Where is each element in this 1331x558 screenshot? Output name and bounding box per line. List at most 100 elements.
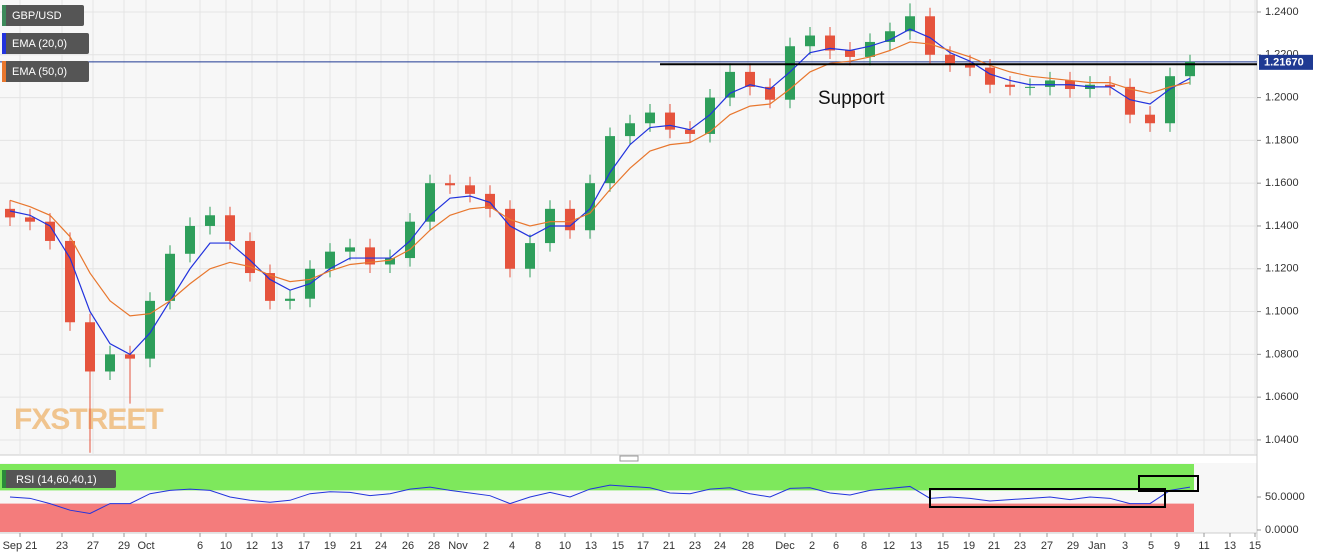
x-tick-label: 3 [1122, 540, 1128, 552]
candle-body [905, 16, 915, 32]
x-tick-label: 5 [1148, 540, 1154, 552]
rsi-y-tick-label: 50.0000 [1265, 491, 1305, 503]
x-tick-label: 8 [535, 540, 541, 552]
x-tick-label: 27 [87, 540, 99, 552]
x-tick-label: 4 [509, 540, 515, 552]
x-tick-label: 23 [689, 540, 701, 552]
legend-label: EMA (20,0) [12, 38, 67, 50]
y-tick-label: 1.1600 [1265, 177, 1299, 189]
x-tick-label: 19 [963, 540, 975, 552]
candle-body [965, 63, 975, 68]
legend-bg [2, 61, 89, 82]
panel-resize-handle[interactable] [619, 455, 639, 462]
x-tick-label: 24 [375, 540, 387, 552]
candle-body [605, 136, 615, 184]
x-tick-label: Nov [448, 540, 468, 552]
candle-body [125, 354, 135, 359]
candle-body [665, 112, 675, 130]
candle-body [825, 35, 835, 51]
x-tick-label: 10 [559, 540, 571, 552]
candle-body [325, 251, 335, 269]
x-tick-label: 28 [742, 540, 754, 552]
candle-body [645, 112, 655, 124]
rsi-label-swatch [2, 470, 6, 488]
candle-body [245, 240, 255, 274]
x-tick-label: 29 [118, 540, 130, 552]
x-tick-label: 17 [637, 540, 649, 552]
x-tick-label: Sep 21 [3, 540, 38, 552]
candle-body [1025, 86, 1035, 88]
candle-body [5, 208, 15, 218]
x-tick-label: 26 [402, 540, 414, 552]
rsi-y-tick-label: 0.0000 [1265, 524, 1299, 536]
x-tick-label: 6 [833, 540, 839, 552]
candle-body [385, 258, 395, 265]
x-tick-label: 17 [298, 540, 310, 552]
y-tick-label: 1.0600 [1265, 391, 1299, 403]
x-tick-label: 10 [220, 540, 232, 552]
rsi-line [9, 484, 1191, 515]
y-tick-label: 1.0400 [1265, 434, 1299, 446]
candle-body [685, 129, 695, 134]
candle-body [945, 54, 955, 64]
y-tick-label: 1.1000 [1265, 305, 1299, 317]
x-tick-label: 23 [56, 540, 68, 552]
x-tick-label: 13 [585, 540, 597, 552]
candle-body [565, 208, 575, 231]
candle-body [1125, 86, 1135, 115]
candle-body [485, 193, 495, 209]
ema-line [9, 28, 1191, 356]
legend-bg [2, 33, 89, 54]
candle-body [885, 31, 895, 42]
x-tick-label: 19 [324, 540, 336, 552]
x-tick-label: Oct [137, 540, 154, 552]
y-tick-label: 1.1200 [1265, 263, 1299, 275]
rsi-lower-zone [0, 503, 1194, 532]
legend-label: EMA (50,0) [12, 66, 67, 78]
x-tick-label: Jan [1088, 540, 1106, 552]
candle-body [365, 247, 375, 265]
legend-label: GBP/USD [12, 10, 62, 22]
y-tick-label: 1.2400 [1265, 6, 1299, 18]
candle-body [1005, 84, 1015, 87]
legend-swatch [2, 33, 6, 54]
candle-body [465, 185, 475, 194]
candle-body [1105, 84, 1115, 87]
candle-body [525, 243, 535, 269]
y-tick-label: 1.1800 [1265, 134, 1299, 146]
legend-swatch [2, 61, 6, 82]
candle-body [265, 273, 275, 301]
x-tick-label: 23 [1014, 540, 1026, 552]
candle-body [445, 183, 455, 186]
watermark: FXSTREET [14, 403, 163, 436]
candle-body [145, 300, 155, 359]
y-tick-label: 1.1400 [1265, 220, 1299, 232]
candle-body [205, 215, 215, 226]
x-tick-label: 29 [1067, 540, 1079, 552]
candle-body [45, 221, 55, 241]
x-tick-label: 13 [1224, 540, 1236, 552]
candle-body [285, 298, 295, 301]
candle-body [765, 86, 775, 100]
candle-body [985, 67, 995, 85]
x-tick-label: 24 [714, 540, 726, 552]
legend-swatch [2, 5, 6, 26]
x-tick-label: 9 [1174, 540, 1180, 552]
x-tick-label: 15 [612, 540, 624, 552]
candle-body [185, 225, 195, 254]
x-tick-label: 28 [428, 540, 440, 552]
x-tick-label: 27 [1041, 540, 1053, 552]
candle-body [585, 183, 595, 231]
candle-body [225, 215, 235, 241]
candle-body [925, 16, 935, 55]
candle-body [425, 183, 435, 222]
candle-body [25, 217, 35, 222]
candle-body [345, 247, 355, 252]
rsi-upper-zone [0, 464, 1194, 491]
candle-body [505, 208, 515, 269]
x-tick-label: 2 [483, 540, 489, 552]
last-price-label: 1.21670 [1264, 57, 1304, 69]
rsi-label: RSI (14,60,40,1) [16, 474, 97, 486]
